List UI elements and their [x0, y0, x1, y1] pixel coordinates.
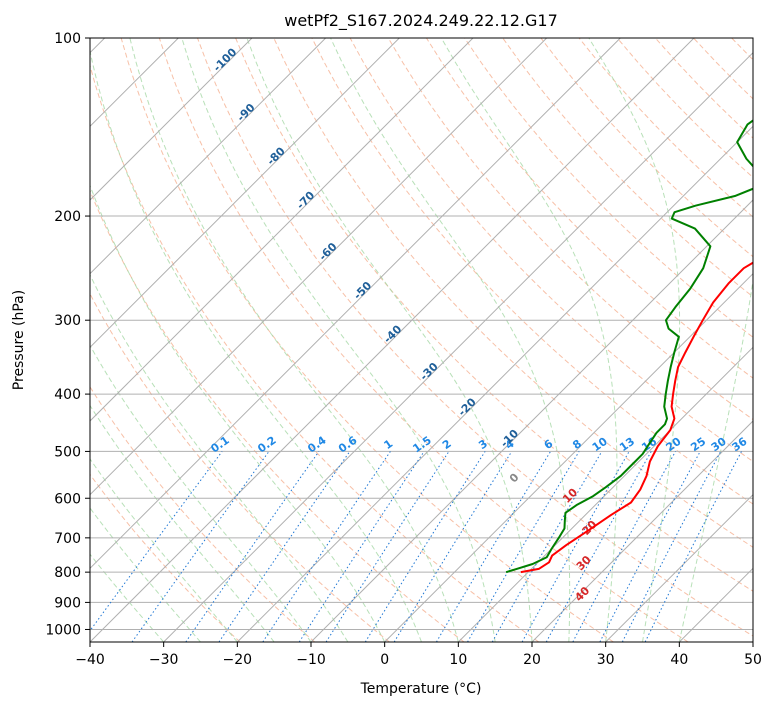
chart-title: wetPf2_S167.2024.249.22.12.G17 [284, 11, 558, 31]
isotherm [605, 493, 753, 642]
plot-area: 0.1 0.2 0.4 0.6 1 1.5 2 3 4 6 8 10 13 16 20 25 30 36-100-… [89, 37, 754, 643]
isotherm [384, 272, 753, 642]
isotherm [90, 38, 253, 201]
y-tick-label: 500 [54, 444, 81, 460]
x-tick-label: 0 [380, 652, 389, 668]
dry-adiabat [158, 38, 689, 642]
isotherm [90, 38, 548, 496]
background-lines [90, 38, 753, 642]
moist-adiabat [129, 38, 459, 642]
x-tick-label: −10 [296, 652, 326, 668]
x-tick-label: 30 [597, 652, 615, 668]
mixing-ratio-line [572, 451, 676, 642]
moist-adiabat [90, 184, 386, 642]
temperature-profile-line [520, 261, 753, 574]
mixing-ratio-line [131, 451, 270, 642]
y-tick-label: 300 [54, 313, 81, 329]
dry-adiabat [90, 189, 465, 642]
isotherm [90, 38, 327, 275]
y-tick-label: 1000 [45, 622, 81, 638]
dry-adiabat [90, 63, 540, 642]
moist-adiabat [90, 458, 238, 642]
moist-adiabat [678, 38, 753, 642]
y-tick-label: 400 [54, 387, 81, 403]
isotherm [236, 125, 753, 642]
isotherm [457, 346, 753, 642]
isotherm [531, 420, 753, 642]
dry-adiabat [273, 38, 753, 548]
dry-adiabat [90, 473, 241, 642]
x-tick-label: −30 [149, 652, 179, 668]
isotherm [90, 38, 400, 349]
y-tick-label: 200 [54, 209, 81, 225]
isotherm [90, 38, 621, 570]
dry-adiabat [235, 38, 753, 592]
mixing-ratio-line [393, 451, 513, 642]
x-tick-label: 40 [670, 652, 688, 668]
y-tick-label: 700 [54, 531, 81, 547]
isotherm [163, 51, 753, 642]
moist-adiabat [90, 404, 275, 642]
x-tick-label: 20 [523, 652, 541, 668]
mixing-ratio-line [325, 451, 450, 642]
mixing-ratio-line [298, 451, 425, 642]
y-tick-label: 100 [54, 31, 81, 47]
moist-adiabat [330, 38, 571, 642]
isotherm [90, 38, 474, 422]
moist-adiabat [246, 38, 533, 642]
dry-adiabat [349, 38, 753, 463]
dry-adiabat [90, 385, 316, 642]
dry-adiabat [120, 38, 614, 642]
x-axis: −40 −30 −20 −10 0 10 20 30 40 50 [75, 642, 762, 668]
dry-adiabat [197, 38, 753, 637]
x-axis-title: Temperature (°C) [360, 681, 482, 697]
mixing-ratio-line [644, 451, 742, 642]
profile-series [505, 119, 753, 574]
x-tick-label: −40 [75, 652, 105, 668]
mixing-ratio-line [90, 451, 223, 632]
dry-adiabat [90, 292, 390, 642]
y-tick-label: 600 [54, 491, 81, 507]
y-tick-label: 900 [54, 595, 81, 611]
mixing-ratio-line [185, 451, 320, 642]
x-tick-label: 10 [449, 652, 467, 668]
mixing-ratio-line [545, 451, 652, 642]
x-tick-label: 50 [744, 652, 762, 668]
moist-adiabat [90, 273, 349, 642]
dry-adiabat [502, 38, 753, 298]
dry-adiabat [425, 38, 753, 379]
mixing-ratio-line [218, 451, 351, 642]
mixing-ratio-line [621, 451, 722, 642]
dewpoint-profile-line [505, 119, 753, 574]
moist-adiabat [181, 38, 496, 642]
plot-frame [89, 37, 754, 643]
isotherm [90, 38, 695, 642]
isotherm [310, 199, 753, 642]
x-tick-label: −20 [223, 652, 253, 668]
moist-adiabat [588, 38, 681, 642]
y-axis-title: Pressure (hPa) [11, 290, 27, 390]
moist-adiabat [440, 38, 618, 642]
y-tick-label: 800 [54, 565, 81, 581]
mixing-ratio-line [262, 451, 391, 642]
y-axis: 100 200 300 400 500 600 700 800 900 1000 [45, 31, 90, 638]
mixing-ratio-line [521, 451, 630, 642]
moist-adiabat [90, 48, 422, 642]
